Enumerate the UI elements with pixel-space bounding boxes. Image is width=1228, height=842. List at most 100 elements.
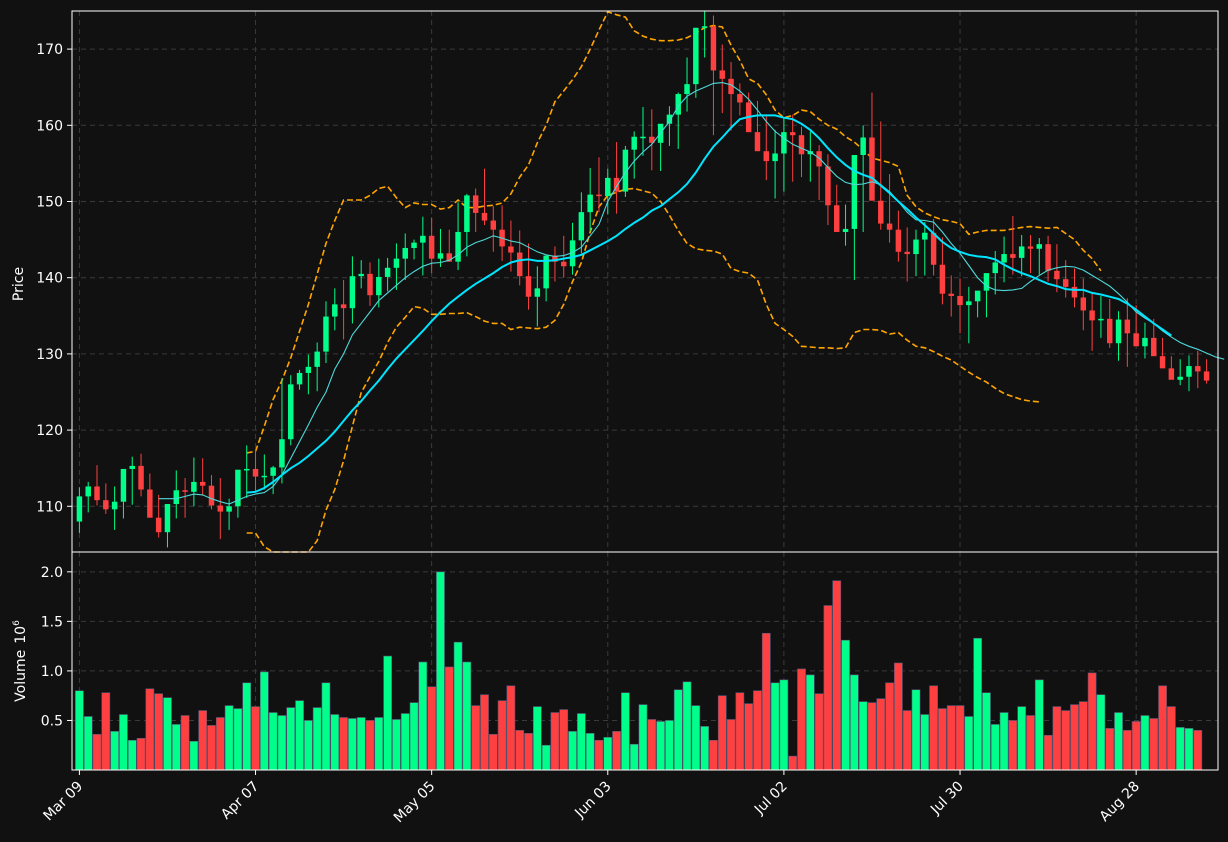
candle-body (155, 517, 162, 533)
candle-body (94, 486, 100, 501)
volume-bar (532, 706, 542, 771)
volume-scale-base: 10 (13, 626, 29, 644)
candle-body (191, 481, 197, 492)
candle-body (578, 212, 585, 241)
candle-body (534, 288, 541, 297)
volume-bar (638, 704, 648, 771)
candle-body (1115, 319, 1122, 344)
candle-body (587, 194, 593, 213)
candle-body (516, 252, 523, 277)
candle-body (1071, 286, 1078, 298)
price-gridlines (72, 11, 1218, 552)
volume-bar (488, 734, 498, 771)
volume-bar (171, 724, 181, 771)
candle-body (384, 267, 391, 277)
volume-bar (990, 724, 1000, 771)
volume-bar (594, 739, 604, 771)
volume-bar (761, 632, 771, 771)
lower-band-line (246, 187, 1040, 553)
volume-bar (876, 698, 886, 771)
volume-bar (902, 710, 912, 771)
candle-body (1054, 270, 1060, 280)
candle-body (428, 235, 435, 259)
volume-bar (506, 685, 516, 771)
candle-body (1010, 254, 1016, 258)
volume-bar (1114, 712, 1123, 771)
volume-bar (215, 717, 225, 771)
bollinger-bands (246, 10, 1102, 553)
volume-bar (233, 708, 243, 771)
volume-bar (814, 693, 824, 771)
volume-bar (110, 731, 119, 771)
candle-body (842, 228, 849, 232)
volume-bar (339, 717, 348, 771)
candle-body (1027, 246, 1034, 249)
candle-body (789, 132, 796, 136)
volume-bar (629, 743, 639, 771)
candle-body (288, 384, 294, 440)
volume-bar (779, 679, 789, 771)
candle-body (622, 149, 629, 192)
volume-bar (365, 720, 375, 771)
candle-body (763, 151, 770, 162)
candle-body (464, 195, 470, 232)
volume-bar (682, 681, 692, 771)
candle-body (1080, 297, 1087, 311)
candle-body (446, 253, 452, 262)
candle-body (367, 273, 373, 296)
candle-body (1133, 333, 1139, 347)
candle-body (728, 78, 734, 95)
candle-body (904, 251, 910, 255)
candle-body (772, 153, 778, 162)
volume-bar (858, 701, 868, 771)
candle-body (983, 273, 990, 291)
volume-bar (136, 737, 146, 771)
candle-body (754, 132, 761, 152)
candle-body (402, 247, 408, 259)
volume-bar (1008, 720, 1018, 771)
candle-body (1001, 254, 1007, 263)
candle-body (701, 26, 708, 28)
candle-body (129, 465, 135, 469)
upper-band-line (246, 10, 1102, 454)
volume-bar (198, 710, 208, 771)
volume-bar (286, 707, 296, 771)
candle-body (358, 273, 364, 277)
volume-bar (1017, 706, 1027, 771)
volume-bar (374, 717, 384, 771)
candle-body (1203, 371, 1210, 381)
volume-bar (356, 717, 366, 771)
candle-body (825, 166, 831, 206)
volume-bar (568, 731, 577, 771)
volume-bar (1175, 727, 1185, 771)
candle-body (851, 155, 858, 229)
volume-bar (559, 709, 569, 771)
candle-body (675, 94, 681, 115)
price-tick-label: 160 (36, 118, 63, 134)
volume-bar (418, 661, 428, 771)
candle-body (1089, 310, 1095, 321)
candle-body (323, 316, 329, 352)
volume-bar (691, 705, 701, 771)
candle-body (472, 195, 479, 213)
candle-body (930, 232, 937, 265)
candle-body (886, 223, 893, 230)
volume-bar (101, 692, 111, 771)
candle-body (1151, 337, 1157, 357)
candle-body (561, 261, 567, 267)
candle-body (437, 253, 444, 259)
volume-axis-label-text: Volume (13, 650, 29, 702)
volume-bar (154, 693, 164, 771)
volume-bar (929, 685, 938, 771)
candle-body (684, 84, 690, 95)
volume-bar (982, 692, 991, 771)
volume-bar (471, 705, 481, 771)
candle-body (173, 490, 180, 504)
candle-body (525, 276, 532, 297)
volume-bar (189, 740, 199, 771)
candle-body (605, 177, 611, 197)
candle-body (420, 235, 426, 243)
volume-bar (1052, 706, 1062, 771)
candle-body (992, 262, 998, 274)
volume-axis-label: Volume 106 (12, 620, 29, 702)
